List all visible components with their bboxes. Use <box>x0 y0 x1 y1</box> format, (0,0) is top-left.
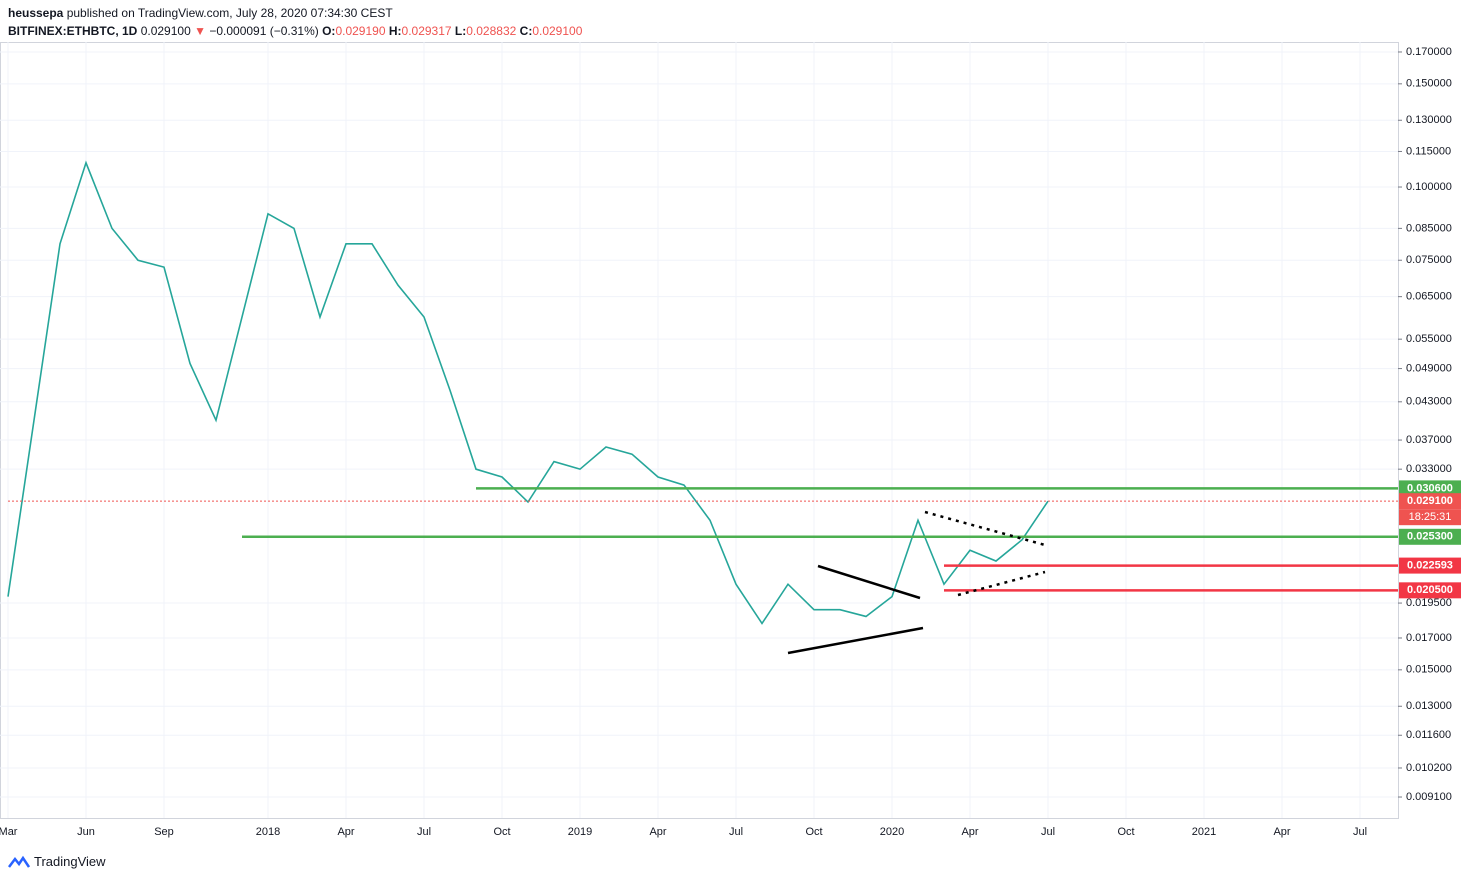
l-label: L: <box>454 24 467 38</box>
y-tick-label: 0.100000 <box>1406 181 1452 193</box>
y-tick-label: 0.049000 <box>1406 362 1452 374</box>
countdown-box <box>1399 509 1461 526</box>
y-tick-label: 0.013000 <box>1406 700 1452 712</box>
x-tick-label: Jun <box>77 826 95 838</box>
footer: TradingView <box>8 854 106 869</box>
x-tick-label: Apr <box>337 826 354 838</box>
y-tick-label: 0.019500 <box>1406 597 1452 609</box>
marks <box>7 160 1398 625</box>
x-tick-label: Oct <box>805 826 822 838</box>
y-tick-label: 0.055000 <box>1406 333 1452 345</box>
y-tick-label: 0.150000 <box>1406 78 1452 90</box>
x-tick-label: Jul <box>1353 826 1367 838</box>
labels: Mar Jun Sep 2018 Apr Jul Oct 2019 Apr Jul Oct 2020 A… <box>0 46 1461 838</box>
y-tick-label: 0.115000 <box>1406 145 1451 157</box>
x-tick-label: Jul <box>417 826 431 838</box>
trendline <box>787 626 924 655</box>
level-label: 0.030600 <box>1407 482 1453 494</box>
x-tick-label: Jul <box>729 826 743 838</box>
level-label-box <box>1399 557 1461 574</box>
level-label: 0.029100 <box>1407 495 1453 507</box>
header: heussepa published on TradingView.com, J… <box>8 4 582 40</box>
y-tick-label: 0.010200 <box>1406 762 1452 774</box>
price-line <box>7 160 1049 625</box>
x-tick-label: Mar <box>0 826 18 838</box>
x-tick-label: Apr <box>961 826 978 838</box>
l: 0.028832 <box>466 24 517 38</box>
x-tick-label: 2021 <box>1192 826 1216 838</box>
chart: Mar Jun Sep 2018 Apr Jul Oct 2019 Apr Jul Oct 2020 A… <box>0 42 1461 838</box>
level-label-box <box>1399 480 1461 497</box>
y-tick-label: 0.043000 <box>1406 396 1452 408</box>
level-label-box <box>1399 528 1461 545</box>
y-tick-label: 0.075000 <box>1406 254 1452 266</box>
y-tick-label: 0.033000 <box>1406 463 1452 475</box>
o-label: O: <box>322 24 336 38</box>
brand: TradingView <box>34 854 106 869</box>
published: published on TradingView.com, July 28, 2… <box>66 6 393 20</box>
x-tick-label: Oct <box>1117 826 1134 838</box>
trendline <box>817 564 921 600</box>
level-label: 0.022593 <box>1407 559 1453 571</box>
level-label: 0.020500 <box>1407 584 1453 596</box>
level-label-box <box>1399 582 1461 599</box>
c-label: C: <box>519 24 533 38</box>
trendline <box>957 570 1046 597</box>
trendlines <box>787 510 1046 655</box>
y-tick-label: 0.130000 <box>1406 114 1452 126</box>
countdown: 18:25:31 <box>1409 511 1452 523</box>
x-tick-label: Jul <box>1041 826 1055 838</box>
symbol: BITFINEX:ETHBTC, 1D <box>8 24 138 38</box>
h-label: H: <box>388 24 402 38</box>
change: −0.000091 (−0.31%) <box>209 24 319 38</box>
y-tick-label: 0.009100 <box>1406 791 1452 803</box>
y-tick-label: 0.015000 <box>1406 664 1452 676</box>
y-tick-label: 0.170000 <box>1406 46 1452 58</box>
x-tick-label: Oct <box>493 826 510 838</box>
y-tick-label: 0.085000 <box>1406 222 1452 234</box>
y-tick-label: 0.037000 <box>1406 434 1452 446</box>
y-tick-label: 0.017000 <box>1406 632 1452 644</box>
o: 0.029190 <box>335 24 386 38</box>
level-label-box <box>1399 493 1461 510</box>
plot-frame <box>0 42 1399 819</box>
y-tick-label: 0.065000 <box>1406 291 1452 303</box>
last: 0.029100 <box>140 24 191 38</box>
h: 0.029317 <box>401 24 452 38</box>
arrow: ▼ <box>194 24 206 38</box>
logo <box>8 855 30 868</box>
grid <box>0 42 1398 818</box>
x-tick-label: Apr <box>649 826 666 838</box>
x-tick-label: Apr <box>1273 826 1290 838</box>
x-tick-label: 2019 <box>568 826 592 838</box>
x-tick-label: 2020 <box>880 826 904 838</box>
x-tick-label: Sep <box>154 826 174 838</box>
x-tick-label: 2018 <box>256 826 280 838</box>
level-label: 0.025300 <box>1407 531 1453 543</box>
author: heussepa <box>8 6 64 20</box>
y-tick-label: 0.011600 <box>1406 729 1451 741</box>
c: 0.029100 <box>532 24 583 38</box>
